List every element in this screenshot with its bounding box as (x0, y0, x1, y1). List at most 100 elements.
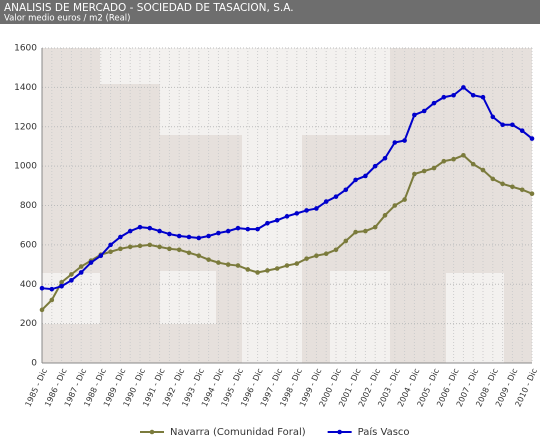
data-point (284, 263, 290, 268)
data-point (147, 242, 153, 248)
data-point (470, 161, 476, 167)
data-point (372, 224, 378, 230)
header-title: ANALISIS DE MERCADO - SOCIEDAD DE TASACI… (4, 2, 294, 14)
data-point (49, 286, 55, 292)
data-point (216, 260, 221, 265)
data-point (421, 108, 427, 114)
y-tick-label: 600 (20, 240, 37, 250)
data-point (265, 220, 270, 226)
data-point (294, 261, 300, 266)
y-tick-label: 1600 (14, 44, 37, 54)
y-tick-label: 1000 (14, 162, 37, 172)
data-point (461, 152, 466, 158)
data-point (147, 225, 153, 231)
data-point (265, 268, 270, 273)
data-point (392, 203, 398, 208)
data-point (304, 208, 309, 213)
y-tick-label: 800 (20, 201, 37, 211)
data-point (235, 225, 241, 231)
data-point (157, 228, 162, 234)
data-point (519, 128, 525, 133)
data-point (186, 250, 192, 256)
y-tick-label: 400 (20, 280, 37, 290)
data-point (196, 235, 202, 241)
data-point (480, 94, 486, 100)
data-point (441, 158, 447, 164)
data-point (461, 85, 466, 90)
data-point (490, 114, 496, 120)
data-point (500, 122, 505, 128)
y-tick-label: 0 (31, 359, 37, 369)
data-point (294, 211, 300, 216)
data-point (382, 155, 388, 161)
data-point (323, 199, 329, 204)
data-point (245, 226, 251, 232)
data-point (206, 257, 211, 262)
data-point (157, 244, 162, 250)
data-point (402, 138, 407, 143)
data-point (284, 214, 290, 219)
y-tick-label: 1200 (14, 122, 37, 132)
data-point (196, 253, 202, 259)
data-point (78, 264, 84, 269)
data-point (529, 136, 535, 141)
data-point (186, 234, 192, 240)
data-point (431, 165, 437, 171)
data-point (343, 238, 349, 244)
data-point (255, 270, 260, 275)
header-bar (0, 0, 540, 24)
data-point (402, 197, 407, 202)
data-point (431, 100, 437, 106)
data-point (49, 297, 55, 303)
data-point (314, 253, 319, 259)
data-point (363, 173, 368, 179)
data-point (529, 191, 535, 196)
data-point (216, 230, 221, 236)
data-point (78, 270, 84, 275)
data-point (59, 279, 64, 285)
data-point (255, 226, 260, 232)
data-point (88, 260, 94, 265)
data-point (108, 242, 113, 248)
data-point (382, 213, 388, 218)
data-point (225, 262, 231, 267)
data-point (353, 177, 358, 183)
data-point (451, 156, 456, 162)
data-point (98, 253, 104, 259)
legend-marker (149, 429, 155, 435)
data-point (108, 249, 113, 255)
data-point (421, 168, 427, 174)
legend-marker (337, 429, 342, 435)
data-point (39, 307, 45, 313)
data-point (500, 181, 505, 187)
data-point (304, 256, 309, 261)
data-point (127, 244, 133, 250)
data-point (353, 229, 358, 235)
data-point (137, 243, 143, 249)
data-point (225, 228, 231, 234)
data-point (206, 233, 211, 239)
y-tick-label: 1400 (14, 83, 37, 93)
data-point (510, 184, 515, 190)
data-point (363, 228, 368, 234)
data-point (441, 94, 447, 100)
data-point (235, 263, 241, 268)
data-point (372, 163, 378, 169)
data-point (176, 247, 182, 253)
legend-label: País Vasco (358, 426, 410, 438)
data-point (274, 217, 280, 223)
data-point (314, 206, 319, 211)
legend-label: Navarra (Comunidad Foral) (170, 427, 306, 438)
y-tick-label: 200 (20, 319, 37, 329)
data-point (167, 231, 172, 237)
data-point (69, 272, 74, 277)
data-point (59, 283, 64, 289)
data-point (480, 167, 486, 173)
data-point (333, 247, 339, 253)
data-point (127, 228, 133, 234)
data-point (167, 246, 172, 252)
data-point (118, 234, 123, 240)
data-point (510, 122, 515, 128)
data-point (392, 140, 398, 145)
